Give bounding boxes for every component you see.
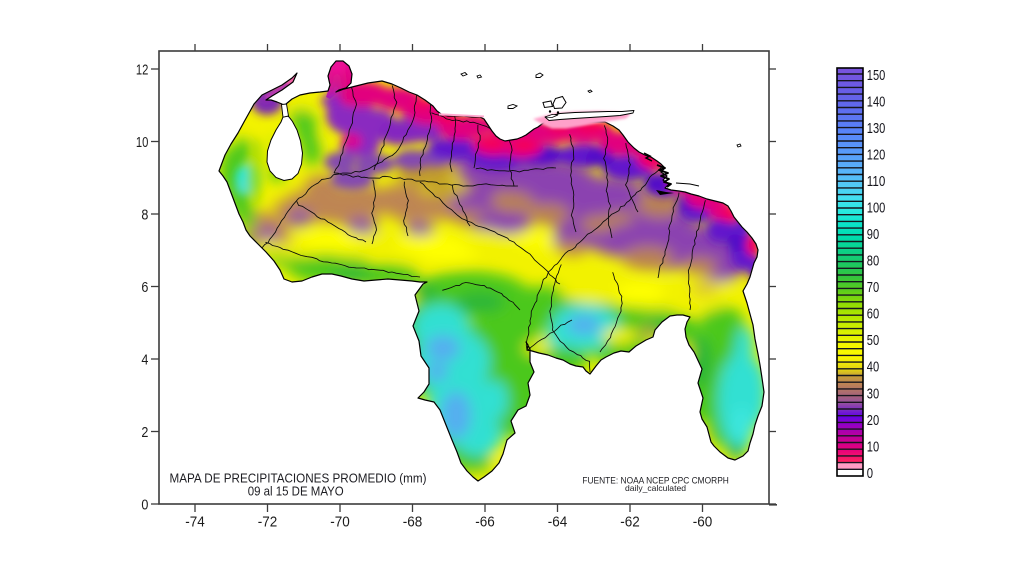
svg-text:10: 10	[136, 135, 149, 151]
svg-text:-66: -66	[475, 515, 495, 531]
svg-text:80: 80	[867, 254, 879, 270]
svg-text:10: 10	[867, 439, 879, 455]
svg-text:4: 4	[141, 352, 148, 368]
svg-text:09 al 15 DE MAYO: 09 al 15 DE MAYO	[248, 483, 344, 498]
svg-text:40: 40	[867, 360, 879, 376]
svg-text:-72: -72	[258, 515, 278, 531]
svg-text:110: 110	[867, 174, 886, 190]
svg-text:-62: -62	[620, 515, 640, 531]
svg-text:90: 90	[867, 227, 879, 243]
svg-text:70: 70	[867, 280, 879, 296]
svg-text:130: 130	[867, 121, 886, 137]
svg-text:FUENTE: NOAA NCEP CPC CMORPH: FUENTE: NOAA NCEP CPC CMORPH	[582, 475, 729, 485]
svg-text:-70: -70	[330, 515, 350, 531]
svg-text:150: 150	[867, 68, 886, 84]
svg-text:60: 60	[867, 307, 879, 323]
svg-text:12: 12	[136, 62, 149, 78]
svg-text:daily_calculated: daily_calculated	[625, 483, 686, 493]
svg-text:50: 50	[867, 333, 879, 349]
svg-text:MAPA DE PRECIPITACIONES PROMED: MAPA DE PRECIPITACIONES PROMEDIO (mm)	[170, 470, 427, 485]
svg-text:0: 0	[867, 466, 873, 482]
svg-text:-74: -74	[185, 515, 205, 531]
svg-text:8: 8	[141, 207, 148, 223]
svg-text:2: 2	[141, 425, 148, 441]
svg-text:0: 0	[141, 497, 148, 513]
svg-text:20: 20	[867, 413, 879, 429]
svg-text:140: 140	[867, 94, 886, 110]
svg-text:30: 30	[867, 386, 879, 402]
svg-text:6: 6	[141, 280, 148, 296]
svg-text:120: 120	[867, 148, 886, 164]
svg-text:-64: -64	[548, 515, 568, 531]
svg-text:100: 100	[867, 201, 886, 217]
svg-text:-68: -68	[403, 515, 423, 531]
svg-text:-60: -60	[693, 515, 713, 531]
